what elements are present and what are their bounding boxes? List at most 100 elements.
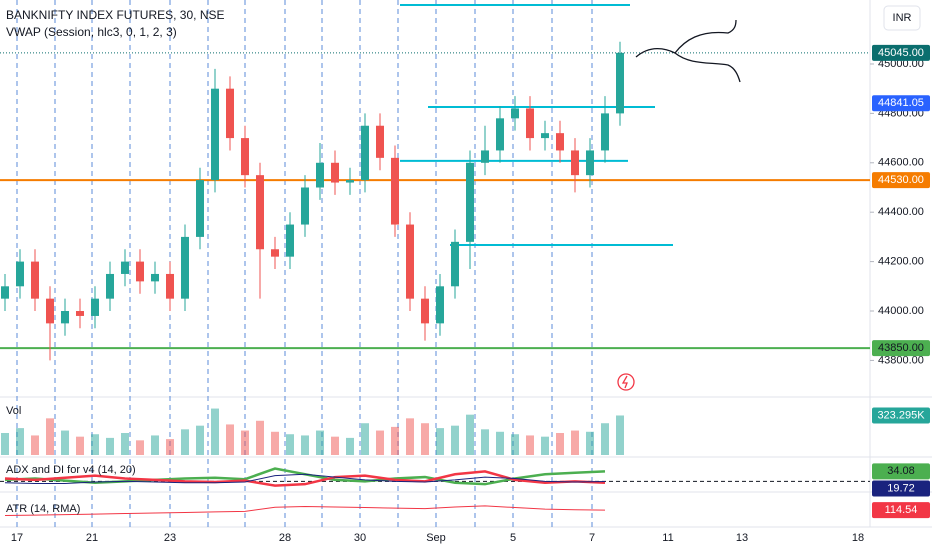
- candle-body: [391, 157, 399, 225]
- atr-title: ATR (14, RMA): [6, 503, 80, 515]
- candle-body: [121, 261, 129, 274]
- volume-bar: [76, 436, 84, 455]
- candle-body: [361, 125, 369, 181]
- adx-label: [872, 463, 930, 480]
- adx-label-text: 19.72: [887, 482, 915, 494]
- price-label: [872, 44, 930, 61]
- volume-bar: [586, 431, 594, 455]
- atr-label: [872, 502, 930, 519]
- volume-bar: [361, 423, 369, 455]
- volume-bar: [346, 437, 354, 455]
- volume-bar: [31, 435, 39, 455]
- grid: [0, 0, 932, 528]
- x-tick-label: 17: [11, 532, 23, 544]
- volume-bar: [286, 434, 294, 455]
- volume-bar: [136, 440, 144, 455]
- price-label: [872, 95, 930, 112]
- volume-bar: [421, 423, 429, 455]
- candle-body: [16, 261, 24, 287]
- candle-body: [301, 187, 309, 225]
- volume-bar: [271, 431, 279, 455]
- volume-bar: [1, 433, 9, 455]
- axis-labels: 17 21 23 28 30 Sep 5 7 11 13 18 43800.00 44000.00 442…: [11, 44, 930, 544]
- y-tick-label: 44200.00: [878, 256, 924, 268]
- candle-body: [421, 298, 429, 324]
- x-tick-label: 11: [662, 532, 673, 544]
- volume-bar: [571, 430, 579, 455]
- candle-body: [166, 273, 174, 299]
- volume-bar: [151, 435, 159, 455]
- volume-bar: [166, 439, 174, 455]
- price-label-text: 43850.00: [878, 342, 924, 354]
- price-label-text: 45045.00: [878, 47, 924, 59]
- adx-title: ADX and DI for v4 (14, 20): [6, 464, 136, 476]
- volume-bar: [511, 434, 519, 455]
- volume-bar: [16, 428, 24, 455]
- candle-body: [436, 286, 444, 324]
- candle-body: [256, 175, 264, 250]
- volume-bar: [556, 433, 564, 455]
- candle-body: [586, 150, 594, 176]
- candle-body: [241, 138, 249, 176]
- volume-bar: [106, 437, 114, 455]
- x-tick-label: 23: [164, 532, 176, 544]
- candle-body: [31, 261, 39, 299]
- currency-button[interactable]: [883, 5, 921, 31]
- candle-body: [601, 113, 609, 151]
- y-tick-label: 43800.00: [878, 354, 924, 366]
- y-tick-label: 44000.00: [878, 305, 924, 317]
- price-label-text: 44841.05: [878, 97, 924, 109]
- volume-bar: [91, 434, 99, 455]
- currency[interactable]: INR: [893, 12, 912, 24]
- volume-label-text: 323.295K: [877, 409, 925, 421]
- candle-body: [541, 133, 549, 139]
- adx-line: [4, 473, 606, 484]
- volume-bar: [376, 430, 384, 455]
- volume-bar: [211, 408, 219, 455]
- candle-body: [511, 108, 519, 119]
- volume-bar: [496, 431, 504, 455]
- event-icon[interactable]: [617, 373, 635, 391]
- volume-bar: [256, 420, 264, 455]
- volume-bar: [466, 414, 474, 455]
- volume-bar: [121, 433, 129, 455]
- candle-body: [1, 286, 9, 299]
- event-icon-bolt: [621, 375, 628, 389]
- volume-bar: [331, 436, 339, 455]
- candle-body: [61, 311, 69, 324]
- volume-label: [872, 407, 930, 424]
- candle-body: [286, 224, 294, 257]
- y-tick-label: 45000.00: [878, 58, 924, 70]
- candle-body: [196, 180, 204, 237]
- candle-body: [106, 273, 114, 299]
- volume-bar: [541, 436, 549, 455]
- candle-body: [481, 150, 489, 163]
- candle-body: [46, 298, 54, 324]
- volume-bar: [616, 415, 624, 455]
- price-label-text: 44530.00: [878, 174, 924, 186]
- volume-bar: [391, 426, 399, 455]
- volume-bar: [61, 430, 69, 455]
- x-tick-label: 5: [510, 532, 516, 544]
- volume-bar: [301, 435, 309, 455]
- volume-bar: [226, 424, 234, 455]
- volume-bar: [196, 425, 204, 455]
- atr-line: [4, 505, 606, 516]
- x-tick-label: 30: [354, 532, 366, 544]
- x-tick-label: 7: [589, 532, 595, 544]
- price-label: [872, 172, 930, 189]
- candle-body: [316, 162, 324, 188]
- candle-body: [571, 150, 579, 176]
- volume-bar: [406, 418, 414, 455]
- candle-body: [181, 236, 189, 299]
- chart-title: BANKNIFTY INDEX FUTURES, 30, NSE: [6, 8, 225, 22]
- candle-body: [496, 118, 504, 151]
- drawing: [635, 19, 741, 83]
- volume-bar: [46, 418, 54, 455]
- candle-body: [151, 273, 159, 282]
- volume-bar: [526, 435, 534, 455]
- candle-body: [136, 261, 144, 282]
- candle-body: [331, 162, 339, 183]
- plot: [0, 3, 870, 516]
